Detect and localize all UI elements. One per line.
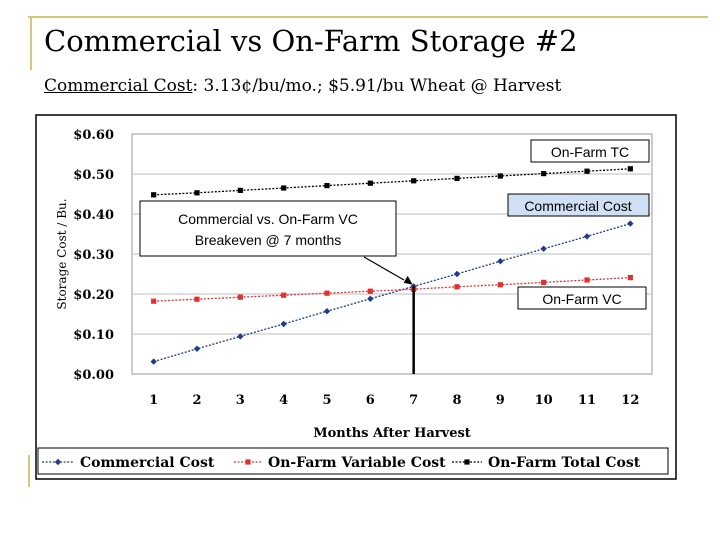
series-line — [153, 168, 631, 196]
data-point — [627, 275, 633, 281]
x-tick-label: 10 — [535, 393, 553, 408]
legend-swatch-marker — [464, 459, 470, 465]
y-tick-label: $0.10 — [73, 328, 114, 343]
data-point — [323, 308, 331, 315]
series-line — [153, 276, 631, 302]
data-point — [367, 288, 373, 294]
data-point — [280, 320, 287, 328]
data-point — [454, 284, 460, 290]
left-rule-bottom — [28, 455, 30, 487]
y-tick-label: $0.40 — [73, 208, 114, 223]
subtitle-label: Commercial Cost — [44, 76, 193, 96]
data-point — [541, 279, 547, 285]
x-axis-label: Months After Harvest — [313, 426, 471, 441]
data-point — [324, 183, 330, 189]
x-tick-label: 4 — [279, 393, 288, 408]
data-point — [497, 282, 503, 288]
data-point — [151, 298, 157, 304]
y-tick-label: $0.60 — [73, 128, 114, 143]
data-point — [237, 187, 243, 193]
data-point — [367, 295, 374, 302]
slide-title: Commercial vs On-Farm Storage #2 — [44, 24, 578, 58]
data-point — [237, 333, 244, 340]
x-tick-label: 9 — [496, 393, 505, 408]
data-point — [150, 358, 157, 365]
data-point — [367, 180, 373, 186]
data-point — [453, 270, 461, 278]
x-tick-label: 7 — [409, 393, 418, 408]
x-tick-label: 2 — [192, 393, 201, 408]
data-point — [627, 220, 634, 227]
breakeven-arrow-head — [403, 275, 413, 285]
data-point — [193, 345, 201, 352]
x-tick-label: 1 — [149, 393, 158, 408]
data-point — [194, 190, 200, 196]
y-tick-label: $0.20 — [73, 288, 114, 303]
breakeven-callout-line1: Commercial vs. On-Farm VC — [178, 211, 358, 227]
legend-box — [37, 447, 669, 475]
data-point — [583, 233, 591, 240]
x-tick-label: 3 — [236, 393, 245, 408]
data-point — [237, 294, 243, 300]
commercial-cost-box — [507, 193, 650, 217]
y-tick-label: $0.00 — [73, 368, 114, 383]
data-point — [540, 245, 547, 252]
y-tick-label: $0.30 — [73, 248, 114, 263]
onfarm-vc-label: On-Farm VC — [542, 291, 621, 307]
x-tick-label: 5 — [322, 393, 331, 408]
slide-subtitle: Commercial Cost: 3.13¢/bu/mo.; $5.91/bu … — [44, 76, 561, 96]
data-point — [627, 166, 633, 172]
data-point — [584, 168, 590, 174]
y-axis-label: Storage Cost / Bu. — [55, 198, 69, 309]
left-rule — [30, 16, 32, 70]
x-tick-label: 11 — [578, 393, 596, 408]
x-tick-label: 12 — [621, 393, 639, 408]
y-tick-label: $0.50 — [73, 168, 114, 183]
onfarm-vc-box — [517, 286, 647, 310]
data-point — [497, 258, 504, 265]
data-point — [454, 175, 460, 181]
data-point — [151, 192, 157, 198]
x-tick-label: 6 — [366, 393, 375, 408]
data-point — [324, 290, 330, 296]
data-point — [584, 277, 590, 283]
onfarm-tc-label: On-Farm TC — [551, 144, 629, 160]
legend-label: On-Farm Total Cost — [488, 455, 641, 471]
data-point — [497, 173, 503, 179]
breakeven-callout-box — [139, 200, 397, 257]
legend-swatch-marker — [245, 459, 251, 465]
data-point — [541, 171, 547, 177]
legend-label: Commercial Cost — [80, 455, 215, 471]
breakeven-arrow-line — [363, 256, 405, 281]
data-point — [281, 292, 287, 298]
data-point — [411, 178, 417, 184]
data-point — [281, 185, 287, 191]
x-tick-label: 8 — [452, 393, 461, 408]
subtitle-details: : 3.13¢/bu/mo.; $5.91/bu Wheat @ Harvest — [192, 76, 562, 96]
onfarm-tc-box — [530, 139, 650, 163]
data-point — [194, 296, 200, 302]
legend-label: On-Farm Variable Cost — [268, 455, 446, 471]
commercial-cost-label: Commercial Cost — [524, 198, 631, 214]
legend-swatch-marker — [54, 458, 62, 466]
top-rule — [28, 16, 708, 18]
breakeven-callout-line2: Breakeven @ 7 months — [195, 232, 342, 248]
